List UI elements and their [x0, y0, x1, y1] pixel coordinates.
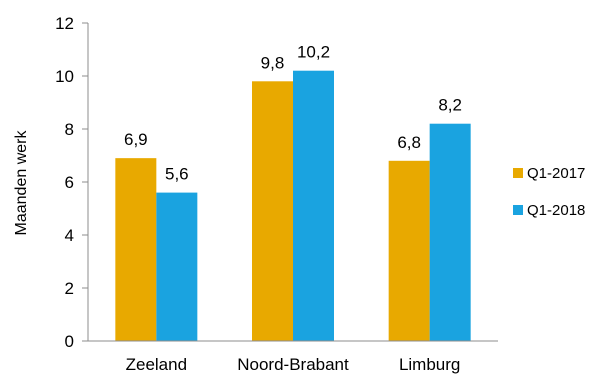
legend-swatch — [513, 168, 523, 178]
y-axis-title: Maanden werk — [13, 130, 30, 236]
bars-group — [115, 70, 471, 342]
legend-label: Q1-2017 — [527, 165, 585, 182]
y-tick-label: 0 — [65, 332, 74, 351]
bar-noord-brabant-q1-2018 — [293, 70, 334, 341]
legend: Q1-2017 Q1-2018 — [513, 165, 585, 219]
bar-limburg-q1-2017 — [388, 160, 430, 341]
legend-label: Q1-2018 — [527, 202, 585, 219]
data-labels-group: 6,9 5,6 9,8 10,2 6,8 8,2 — [124, 43, 462, 184]
y-tick-label: 8 — [65, 120, 74, 139]
x-axis-labels: Zeeland Noord-Brabant Limburg — [126, 355, 461, 374]
data-label: 6,8 — [397, 133, 421, 152]
data-label: 6,9 — [124, 130, 148, 149]
y-axis-ticks: 0 2 4 6 8 10 12 — [55, 14, 88, 351]
x-category-label: Noord-Brabant — [237, 355, 349, 374]
y-tick-label: 2 — [65, 279, 74, 298]
y-tick-label: 4 — [65, 226, 74, 245]
data-label: 8,2 — [438, 96, 462, 115]
bar-limburg-q1-2018 — [429, 123, 471, 341]
y-tick-label: 12 — [55, 14, 74, 33]
data-label: 10,2 — [297, 43, 330, 62]
y-tick-label: 6 — [65, 173, 74, 192]
data-label: 9,8 — [261, 53, 285, 72]
x-category-label: Zeeland — [126, 355, 187, 374]
bar-zeeland-q1-2017 — [115, 158, 157, 341]
bar-zeeland-q1-2018 — [156, 192, 198, 341]
x-category-label: Limburg — [399, 355, 460, 374]
legend-swatch — [513, 205, 523, 215]
bar-noord-brabant-q1-2017 — [252, 81, 293, 342]
data-label: 5,6 — [165, 165, 189, 184]
y-tick-label: 10 — [55, 67, 74, 86]
